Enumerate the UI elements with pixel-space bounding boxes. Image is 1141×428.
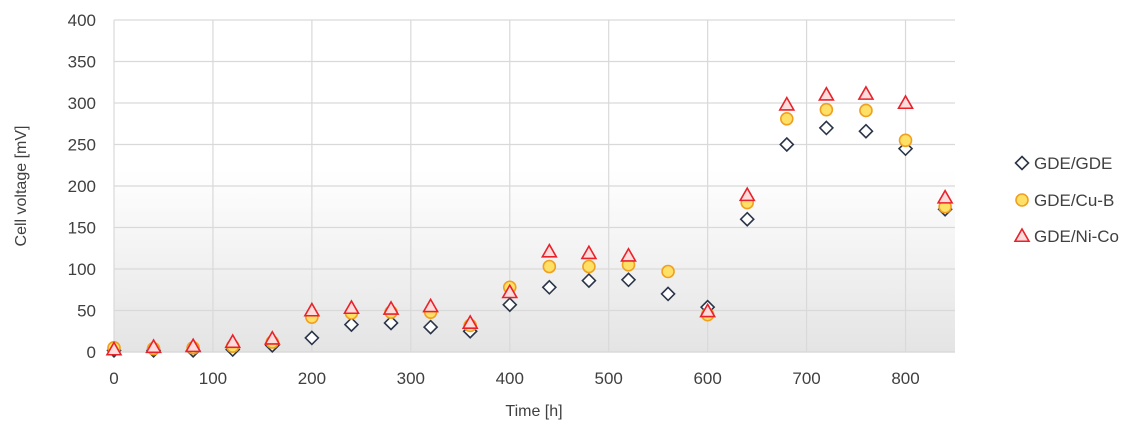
- diamond-data-point: [343, 316, 360, 333]
- triangle-data-point: [817, 86, 835, 101]
- x-tick-label: 0: [109, 369, 118, 388]
- x-axis-title: Time [h]: [505, 403, 562, 420]
- legend-marker-icon: [1015, 193, 1029, 207]
- diamond-data-point: [739, 211, 755, 227]
- circle-data-point: [779, 111, 794, 126]
- circle-data-point: [859, 103, 873, 118]
- legend-marker-icon: [1014, 155, 1030, 171]
- triangle-data-point: [303, 301, 321, 317]
- data-series: [105, 85, 954, 358]
- x-tick-label: 100: [199, 369, 227, 388]
- triangle-data-point: [263, 330, 281, 345]
- diamond-data-point: [383, 315, 399, 331]
- y-tick-label: 300: [68, 94, 96, 113]
- legend-label: GDE/Cu-B: [1034, 191, 1114, 210]
- x-tick-label: 300: [397, 369, 425, 388]
- y-tick-label: 200: [68, 177, 96, 196]
- diamond-data-point: [660, 286, 676, 302]
- triangle-data-point: [580, 244, 598, 260]
- diamond-data-point: [858, 123, 874, 139]
- triangle-data-point: [857, 85, 875, 100]
- x-tick-label: 700: [792, 369, 820, 388]
- triangle-data-point: [620, 247, 637, 262]
- legend-marker-icon: [1013, 227, 1031, 243]
- legend-item[interactable]: GDE/Ni-Co: [1013, 227, 1119, 246]
- x-tick-label: 800: [891, 369, 919, 388]
- triangle-data-point: [343, 299, 360, 315]
- series-2: [105, 85, 954, 356]
- series-1: [107, 102, 952, 356]
- gridlines: [113, 19, 955, 353]
- diamond-data-point: [779, 136, 795, 153]
- legend-item[interactable]: GDE/GDE: [1014, 154, 1113, 173]
- circle-data-point: [542, 259, 557, 274]
- y-tick-label: 250: [68, 136, 96, 155]
- triangle-data-point: [540, 242, 558, 258]
- triangle-data-point: [461, 314, 479, 330]
- y-axis-title: Cell voltage [mV]: [13, 126, 30, 247]
- y-tick-label: 50: [77, 302, 96, 321]
- x-tick-label: 600: [693, 369, 721, 388]
- triangle-data-point: [105, 340, 123, 356]
- y-tick-label: 350: [68, 53, 96, 72]
- triangle-data-point: [422, 297, 439, 313]
- triangle-data-point: [501, 283, 519, 299]
- diamond-data-point: [620, 272, 637, 288]
- diamond-data-point: [304, 330, 320, 346]
- y-tick-label: 400: [68, 11, 96, 30]
- legend-label: GDE/Ni-Co: [1034, 227, 1119, 246]
- circle-data-point: [898, 133, 913, 148]
- triangle-data-point: [224, 333, 242, 349]
- triangle-data-point: [897, 94, 914, 110]
- legend-label: GDE/GDE: [1034, 154, 1112, 173]
- triangle-data-point: [699, 302, 717, 318]
- diamond-data-point: [581, 272, 597, 289]
- triangle-data-point: [184, 337, 202, 353]
- triangle-data-point: [382, 300, 400, 315]
- diamond-data-point: [541, 279, 557, 295]
- triangle-data-point: [145, 338, 162, 354]
- x-tick-label: 200: [298, 369, 326, 388]
- y-tick-label: 150: [68, 219, 96, 238]
- diamond-data-point: [422, 319, 439, 335]
- diamond-data-point: [502, 297, 518, 313]
- triangle-data-point: [936, 189, 954, 204]
- x-axis-ticks: 0 100 200 300 400 500 600 700 800: [109, 369, 919, 388]
- y-tick-label: 0: [87, 343, 96, 362]
- legend[interactable]: GDE/GDE GDE/Cu-B GDE/Ni-Co: [1013, 154, 1119, 246]
- circle-data-point: [661, 264, 675, 279]
- y-axis-ticks: 0 50 100 150 200 250 300 350 400: [68, 11, 96, 362]
- triangle-data-point: [738, 186, 756, 202]
- circle-data-point: [819, 102, 834, 117]
- x-tick-label: 500: [595, 369, 623, 388]
- x-tick-label: 400: [496, 369, 524, 388]
- diamond-data-point: [818, 120, 835, 136]
- circle-data-point: [582, 259, 596, 274]
- triangle-data-point: [778, 96, 796, 111]
- legend-item[interactable]: GDE/Cu-B: [1015, 191, 1114, 210]
- y-tick-label: 100: [68, 260, 96, 279]
